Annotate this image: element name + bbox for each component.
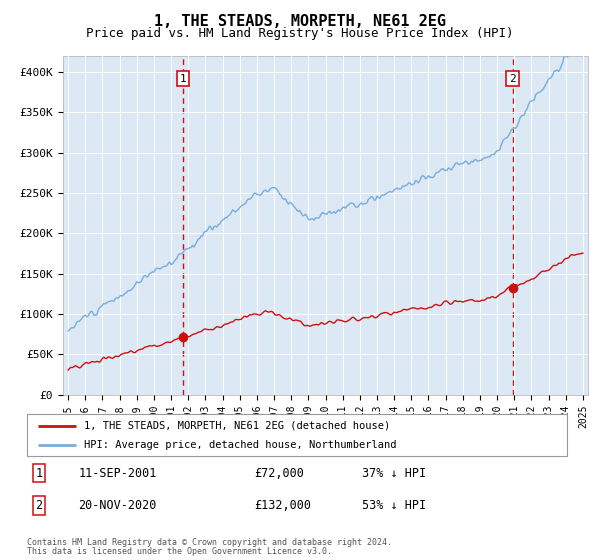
Text: 2: 2 (35, 499, 43, 512)
Text: £72,000: £72,000 (254, 467, 304, 480)
Text: 1: 1 (180, 73, 187, 83)
Text: Price paid vs. HM Land Registry's House Price Index (HPI): Price paid vs. HM Land Registry's House … (86, 27, 514, 40)
Text: Contains HM Land Registry data © Crown copyright and database right 2024.: Contains HM Land Registry data © Crown c… (27, 538, 392, 547)
Text: 11-SEP-2001: 11-SEP-2001 (78, 467, 157, 480)
Text: 1, THE STEADS, MORPETH, NE61 2EG: 1, THE STEADS, MORPETH, NE61 2EG (154, 14, 446, 29)
Text: £132,000: £132,000 (254, 499, 311, 512)
Text: 1, THE STEADS, MORPETH, NE61 2EG (detached house): 1, THE STEADS, MORPETH, NE61 2EG (detach… (83, 421, 390, 431)
Text: 1: 1 (35, 467, 43, 480)
Text: 37% ↓ HPI: 37% ↓ HPI (362, 467, 426, 480)
Text: 2: 2 (509, 73, 516, 83)
Text: HPI: Average price, detached house, Northumberland: HPI: Average price, detached house, Nort… (83, 440, 396, 450)
Text: 20-NOV-2020: 20-NOV-2020 (78, 499, 157, 512)
Text: 53% ↓ HPI: 53% ↓ HPI (362, 499, 426, 512)
Text: This data is licensed under the Open Government Licence v3.0.: This data is licensed under the Open Gov… (27, 547, 332, 556)
